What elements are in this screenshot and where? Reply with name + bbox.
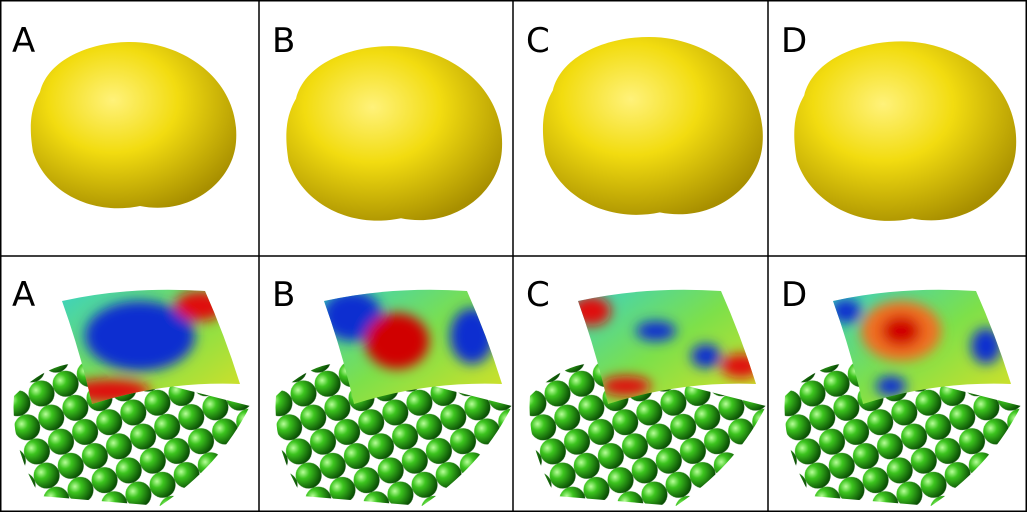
isosurface bbox=[286, 46, 502, 221]
panel-label: D bbox=[781, 275, 807, 315]
panel-top-b: B bbox=[272, 21, 502, 221]
figure: A B C D A bbox=[0, 0, 1027, 512]
panel-label: C bbox=[526, 21, 550, 61]
panel-bottom-b: B bbox=[272, 275, 512, 506]
panel-top-a: A bbox=[12, 21, 236, 208]
isosurface bbox=[543, 37, 763, 215]
panel-label: D bbox=[781, 21, 807, 61]
panel-label: A bbox=[12, 275, 35, 315]
panel-label: C bbox=[526, 275, 550, 315]
panel-label: A bbox=[12, 21, 35, 61]
panel-label: B bbox=[272, 21, 295, 61]
panel-top-d: D bbox=[781, 21, 1016, 221]
panel-label: B bbox=[272, 275, 295, 315]
page: {"top_row": {"labels": ["A", "B", "C", "… bbox=[0, 0, 1027, 512]
isosurface bbox=[31, 42, 236, 208]
isosurface bbox=[794, 41, 1016, 221]
panel-bottom-d: D bbox=[781, 275, 1021, 506]
panel-bottom-c: C bbox=[526, 275, 766, 506]
panel-bottom-a: A bbox=[12, 275, 250, 506]
panel-top-c: C bbox=[526, 21, 763, 215]
